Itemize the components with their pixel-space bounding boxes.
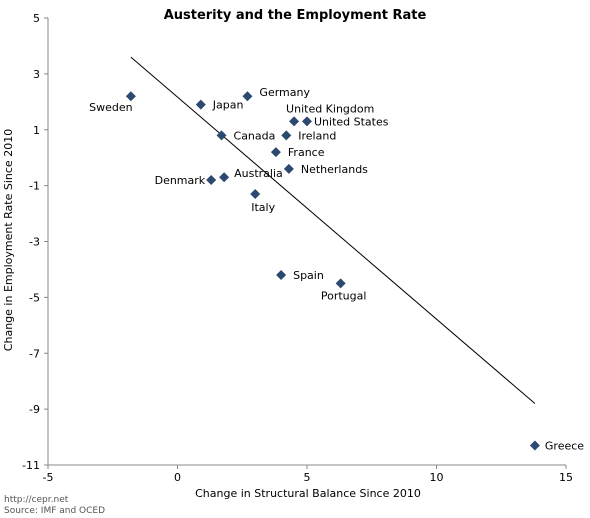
data-point-label: Sweden	[89, 101, 132, 114]
data-point-marker	[206, 175, 217, 186]
data-point-marker	[125, 91, 136, 102]
y-axis-label: Change in Employment Rate Since 2010	[2, 129, 15, 351]
x-tick-label: -5	[43, 471, 54, 484]
data-point-marker	[219, 172, 230, 183]
data-point-label: Canada	[234, 129, 276, 142]
data-point-marker	[242, 91, 253, 102]
data-point-label: Italy	[251, 201, 275, 214]
y-tick-label: 3	[33, 68, 40, 81]
data-point-label: United Kingdom	[286, 102, 374, 115]
x-tick-label: 10	[430, 471, 444, 484]
data-point-marker	[216, 130, 227, 141]
data-point-label: Denmark	[155, 174, 206, 187]
data-point-marker	[250, 189, 261, 200]
data-point-marker	[289, 116, 300, 127]
x-tick-label: 5	[304, 471, 311, 484]
footer-url[interactable]: http://cepr.net	[4, 495, 69, 505]
data-point-label: Australia	[234, 167, 283, 180]
x-tick-label: 15	[559, 471, 573, 484]
data-point-marker	[335, 278, 346, 289]
footer-source: Source: IMF and OCED	[4, 506, 106, 516]
axes: -5 0 5 10 15 5 3 1 -1 -3 -5 -7 -9 -11	[22, 12, 573, 484]
data-point-marker	[270, 147, 281, 158]
data-point-label: Greece	[545, 439, 584, 452]
x-axis-label: Change in Structural Balance Since 2010	[195, 487, 421, 500]
y-tick-label: 5	[33, 12, 40, 25]
y-tick-label: 1	[33, 124, 40, 137]
data-point-marker	[276, 270, 287, 281]
data-point-label: Portugal	[321, 289, 367, 302]
y-tick-label: -1	[29, 180, 40, 193]
data-point-label: Japan	[212, 99, 244, 112]
y-tick-label: -3	[29, 236, 40, 249]
y-tick-label: -11	[22, 459, 40, 472]
trendline-group	[130, 56, 536, 404]
x-tick-label: 0	[174, 471, 181, 484]
y-tick-label: -9	[29, 403, 40, 416]
data-point-label: Germany	[259, 86, 310, 99]
data-point-label: Ireland	[298, 129, 336, 142]
chart-title: Austerity and the Employment Rate	[164, 8, 427, 23]
trendline	[130, 56, 536, 404]
data-point-marker	[529, 440, 540, 451]
data-point-marker	[302, 116, 312, 127]
data-point-marker	[195, 99, 206, 110]
data-point-label: Spain	[293, 269, 324, 282]
data-point-label: Netherlands	[301, 163, 368, 176]
data-point-label: United States	[314, 115, 389, 128]
data-point-label: France	[288, 146, 325, 159]
y-tick-label: -5	[29, 291, 40, 304]
y-tick-label: -7	[29, 347, 40, 360]
data-point-marker	[283, 163, 294, 174]
data-point-marker	[281, 130, 292, 141]
